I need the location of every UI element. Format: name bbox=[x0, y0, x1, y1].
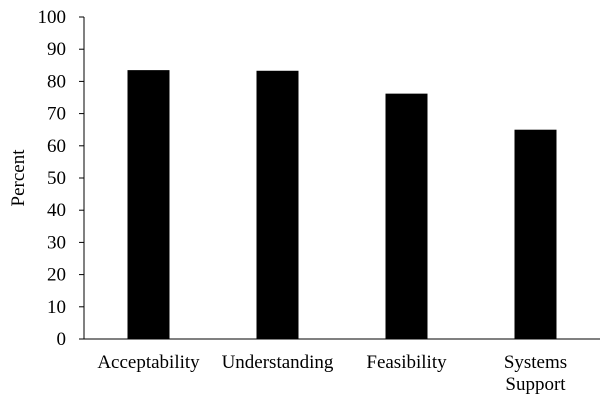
y-tick-label: 80 bbox=[47, 71, 66, 92]
y-tick-label: 0 bbox=[57, 329, 67, 350]
y-tick-label: 40 bbox=[47, 200, 66, 221]
bar-understanding bbox=[256, 70, 299, 340]
y-tick-label: 10 bbox=[47, 297, 66, 318]
y-axis-label: Percent bbox=[8, 149, 29, 207]
y-tick-label: 50 bbox=[47, 168, 66, 189]
y-tick-label: 60 bbox=[47, 136, 66, 157]
x-tick-label: Understanding bbox=[222, 352, 334, 373]
x-tick-label-line: Systems bbox=[504, 352, 567, 373]
y-axis-ticks: 0 10 20 30 40 50 60 70 80 90 100 bbox=[38, 7, 84, 350]
y-tick-label: 90 bbox=[47, 39, 66, 60]
x-axis-tick-labels: Acceptability Understanding Feasibility Sys… bbox=[97, 352, 567, 395]
bars bbox=[127, 70, 557, 340]
x-tick-label: Feasibility bbox=[366, 352, 447, 373]
x-tick-label-line: Support bbox=[505, 374, 566, 395]
y-tick-label: 100 bbox=[38, 7, 67, 28]
bar-systems-support bbox=[514, 129, 557, 339]
x-tick-label-line: Understanding bbox=[222, 352, 334, 373]
y-tick-label: 20 bbox=[47, 265, 66, 286]
y-tick-label: 70 bbox=[47, 104, 66, 125]
bar-feasibility bbox=[385, 93, 428, 339]
bar-acceptability bbox=[127, 70, 170, 339]
x-tick-label-line: Feasibility bbox=[366, 352, 447, 373]
x-tick-label-line: Acceptability bbox=[97, 352, 200, 373]
x-tick-label: Systems Support bbox=[504, 352, 567, 395]
y-tick-label: 30 bbox=[47, 232, 66, 253]
x-tick-label: Acceptability bbox=[97, 352, 200, 373]
